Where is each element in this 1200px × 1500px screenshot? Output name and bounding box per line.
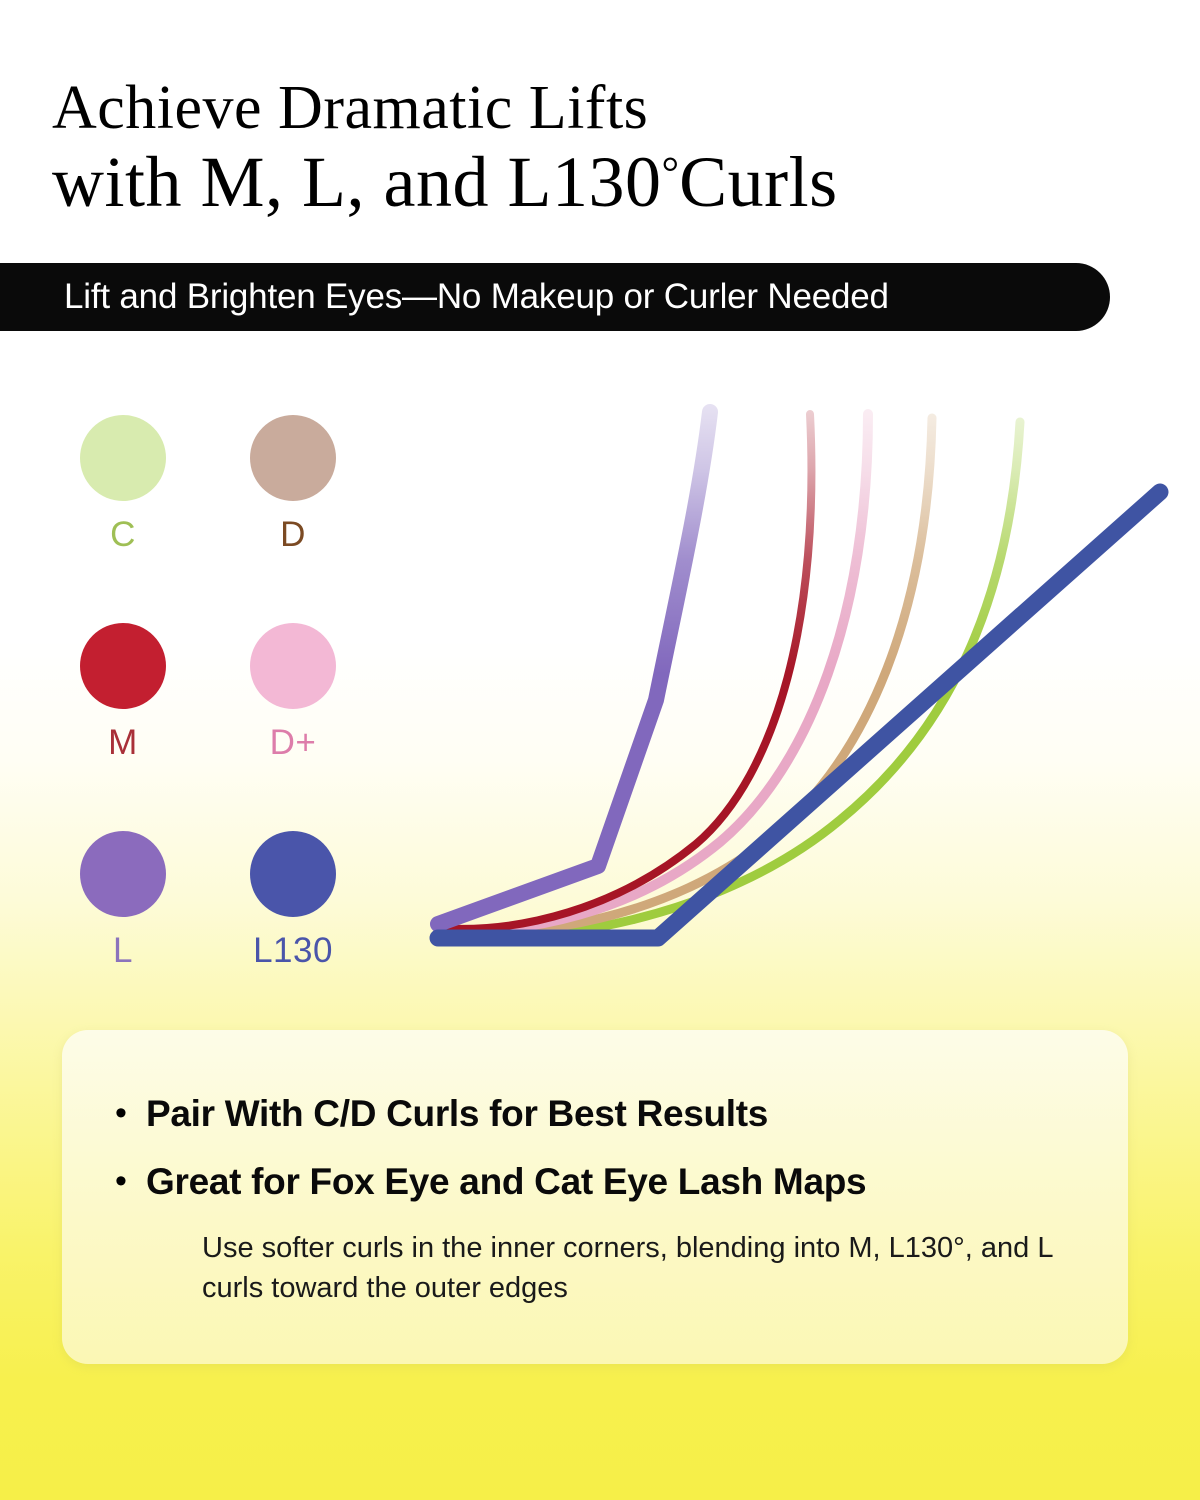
legend-item-l[interactable]: L [80, 831, 250, 1039]
swatch-dot-m [80, 623, 166, 709]
tips-card: • Pair With C/D Curls for Best Results •… [62, 1030, 1128, 1364]
degree-symbol: ° [661, 148, 680, 197]
curl-legend: C D M D+ L L130 [80, 415, 420, 1039]
lash-curve-c [433, 417, 1025, 942]
legend-item-dplus[interactable]: D+ [250, 623, 420, 831]
subtitle-text: Lift and Brighten Eyes—No Makeup or Curl… [64, 277, 889, 316]
swatch-label-l130: L130 [253, 931, 333, 970]
swatch-dot-c [80, 415, 166, 501]
swatch-label-l: L [113, 931, 133, 970]
lash-curve-m [434, 410, 816, 933]
legend-row: M D+ [80, 623, 420, 831]
list-item: • Pair With C/D Curls for Best Results [96, 1092, 1072, 1136]
bullet-icon: • [115, 1094, 127, 1132]
lash-curve-l [430, 404, 718, 932]
swatch-dot-d [250, 415, 336, 501]
swatch-label-m: M [108, 723, 138, 762]
swatch-label-d: D [280, 515, 306, 554]
lash-curve-dplus [433, 409, 873, 936]
title-line-2-main: with M, L, and L130 [52, 142, 662, 222]
lash-curve-l130 [429, 483, 1169, 947]
tip-bullet-1: Pair With C/D Curls for Best Results [146, 1093, 769, 1134]
tips-content: • Pair With C/D Curls for Best Results •… [62, 1030, 1128, 1308]
legend-item-m[interactable]: M [80, 623, 250, 831]
title-line-1: Achieve Dramatic Lifts [52, 74, 649, 142]
subtitle-banner: Lift and Brighten Eyes—No Makeup or Curl… [0, 263, 1110, 331]
swatch-label-dplus: D+ [269, 723, 317, 762]
page-title: Achieve Dramatic Lifts with M, L, and L1… [0, 0, 1200, 224]
swatch-dot-l [80, 831, 166, 917]
list-item: • Great for Fox Eye and Cat Eye Lash Map… [96, 1160, 1072, 1204]
tip-bullet-2: Great for Fox Eye and Cat Eye Lash Maps [146, 1161, 867, 1202]
lash-curves-svg [429, 404, 1169, 947]
swatch-dot-l130 [250, 831, 336, 917]
lash-curl-diagram [420, 400, 1190, 970]
swatch-dot-dplus [250, 623, 336, 709]
swatch-label-c: C [110, 515, 136, 554]
legend-row: L L130 [80, 831, 420, 1039]
header: Achieve Dramatic Lifts with M, L, and L1… [0, 0, 1200, 331]
legend-row: C D [80, 415, 420, 623]
title-line-2-tail: Curls [679, 142, 838, 222]
legend-item-c[interactable]: C [80, 415, 250, 623]
title-line-2: with M, L, and L130°Curls [52, 140, 1170, 224]
bullet-icon: • [115, 1162, 127, 1200]
tips-note: Use softer curls in the inner corners, b… [202, 1232, 1053, 1304]
legend-item-l130[interactable]: L130 [250, 831, 420, 1039]
legend-item-d[interactable]: D [250, 415, 420, 623]
